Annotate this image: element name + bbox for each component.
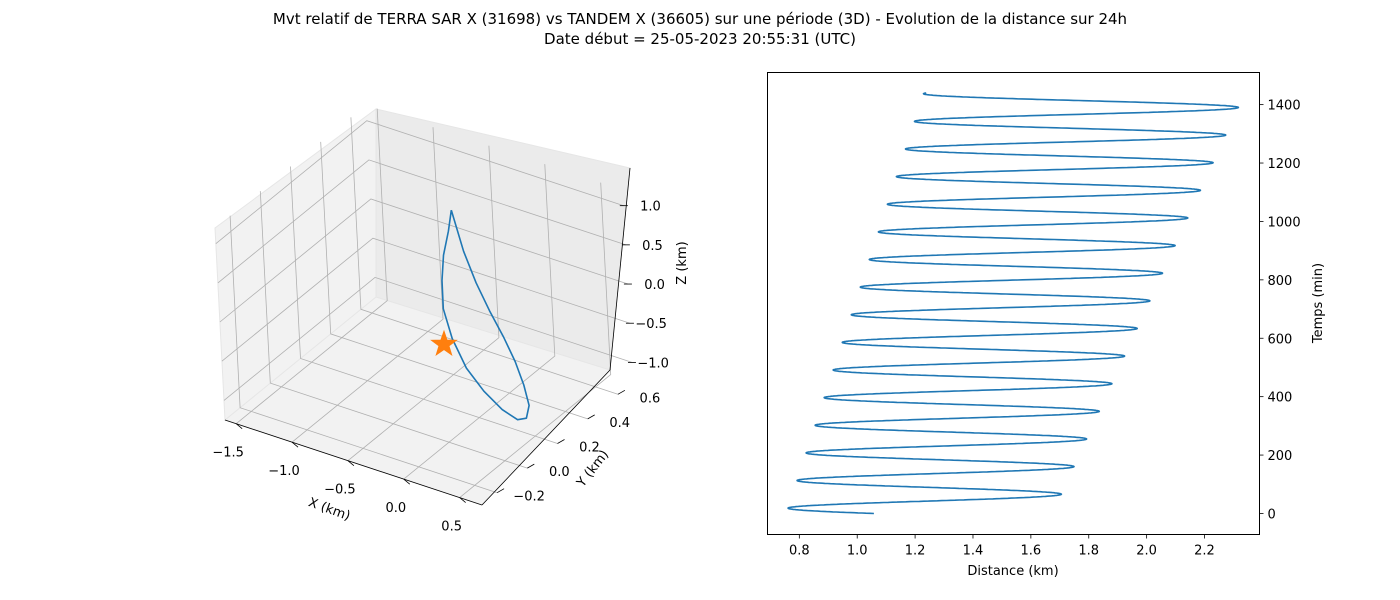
grid-line-y [259,191,528,469]
axis-x-tick [347,460,355,466]
grid-line-z [215,120,624,245]
plot2d-xtick-label: 1.8 [1078,544,1099,559]
grid-line-x [403,164,556,480]
grid-line-z [217,159,627,284]
axis-y-tick [587,414,595,420]
axis-z-tick-label: −1.0 [637,356,669,371]
axis-x-tick-label: 0.5 [441,520,462,535]
axis-x-tick-label: −1.0 [268,464,300,479]
plot2d-ylabel: Temps (min) [1311,263,1326,344]
plot2d-frame [767,72,1260,535]
plot2d-ytick-label: 600 [1268,332,1293,347]
plot2d-ytick-label: 1400 [1268,99,1301,114]
axis-y-tick [527,463,535,469]
plot2d-ytick-label: 400 [1268,391,1293,406]
plot-2d: 0.8 1.0 1.2 1.4 1.6 1.8 2.0 2.2 0 200 400 600 800 100… [767,72,1326,579]
plot2d-ytick-label: 200 [1268,449,1293,464]
axis-x-tick [235,423,243,430]
orbit-line [441,209,530,421]
plot-3d: −1.5 −1.0 −0.5 0.0 0.5 −0.2 0.0 0.2 0.4 0.6 −1.0 −0… [212,108,690,535]
plot3d-grid [215,108,633,498]
grid-line-x [291,127,444,443]
axis-y-tick [496,488,505,494]
plot2d-series [787,92,1240,515]
figure-title-line2: Date début = 25-05-2023 20:55:31 (UTC) [544,30,856,48]
axis-y-line [481,369,611,506]
axis-x-tick-label: 0.0 [385,501,406,516]
axis-y-tick [617,389,626,395]
axis-x-tick [403,478,411,485]
plot2d-ytick-label: 1200 [1268,157,1301,172]
grid-line-y [320,141,588,420]
plot3d-series [430,209,530,421]
axis-z-tick-label: 1.0 [640,200,661,215]
plot2d-xtick-label: 1.0 [847,544,868,559]
origin-star-marker [430,329,458,357]
distance-series-line [787,92,1240,515]
plot2d-ytick-label: 0 [1268,507,1276,522]
plot2d-xtick-label: 1.6 [1021,544,1042,559]
plot2d-ytick-label: 1000 [1268,215,1301,230]
figure-title-line1: Mvt relatif de TERRA SAR X (31698) vs TA… [272,10,1128,28]
plot2d-ytick-label: 800 [1268,274,1293,289]
plot3d-zlabel: Z (km) [675,241,690,284]
grid-line-y [290,166,558,444]
grid-line-z [223,276,633,401]
axis-z-tick-label: −0.5 [635,317,667,332]
plot2d-ticks: 0.8 1.0 1.2 1.4 1.6 1.8 2.0 2.2 0 200 400 600 800 100… [789,99,1301,559]
axis-x-line [224,419,483,506]
axis-y-tick-label: 0.0 [549,465,570,480]
axis-z-line [609,167,631,371]
grid-line-z [221,237,631,362]
grid-line-z [219,198,629,323]
plot3d-panes [214,108,631,506]
axis-x-tick [291,441,299,448]
axis-z-tick-label: 0.5 [642,239,663,254]
plot2d-xtick-label: 2.2 [1194,544,1215,559]
plot2d-xtick-label: 1.2 [905,544,926,559]
plot2d-xtick-label: 0.8 [789,544,810,559]
grid-line-x [235,108,388,425]
axis-x-tick [459,497,466,503]
plot3d-axes: −1.5 −1.0 −0.5 0.0 0.5 −0.2 0.0 0.2 0.4 0.6 −1.0 −0… [212,167,669,535]
grid-line-x [459,182,612,498]
plot3d-xlabel: X (km) [306,495,352,524]
axis-y-tick-label: −0.2 [513,490,545,505]
axis-y-tick [557,439,565,444]
plot2d-xtick-label: 2.0 [1136,544,1157,559]
plot2d-xlabel: Distance (km) [967,564,1058,579]
axis-z-tick-label: 0.0 [644,278,665,293]
grid-line-y [350,117,619,395]
axis-x-tick-label: −0.5 [324,483,356,498]
axis-y-tick-label: 0.4 [609,416,630,431]
grid-line-x [347,145,500,462]
plot2d-xtick-label: 1.4 [963,544,984,559]
axis-y-tick-label: 0.6 [640,391,661,406]
grid-line-y [229,215,498,494]
axis-x-tick-label: −1.5 [212,446,244,461]
axis-y-tick-label: 0.2 [579,441,600,456]
